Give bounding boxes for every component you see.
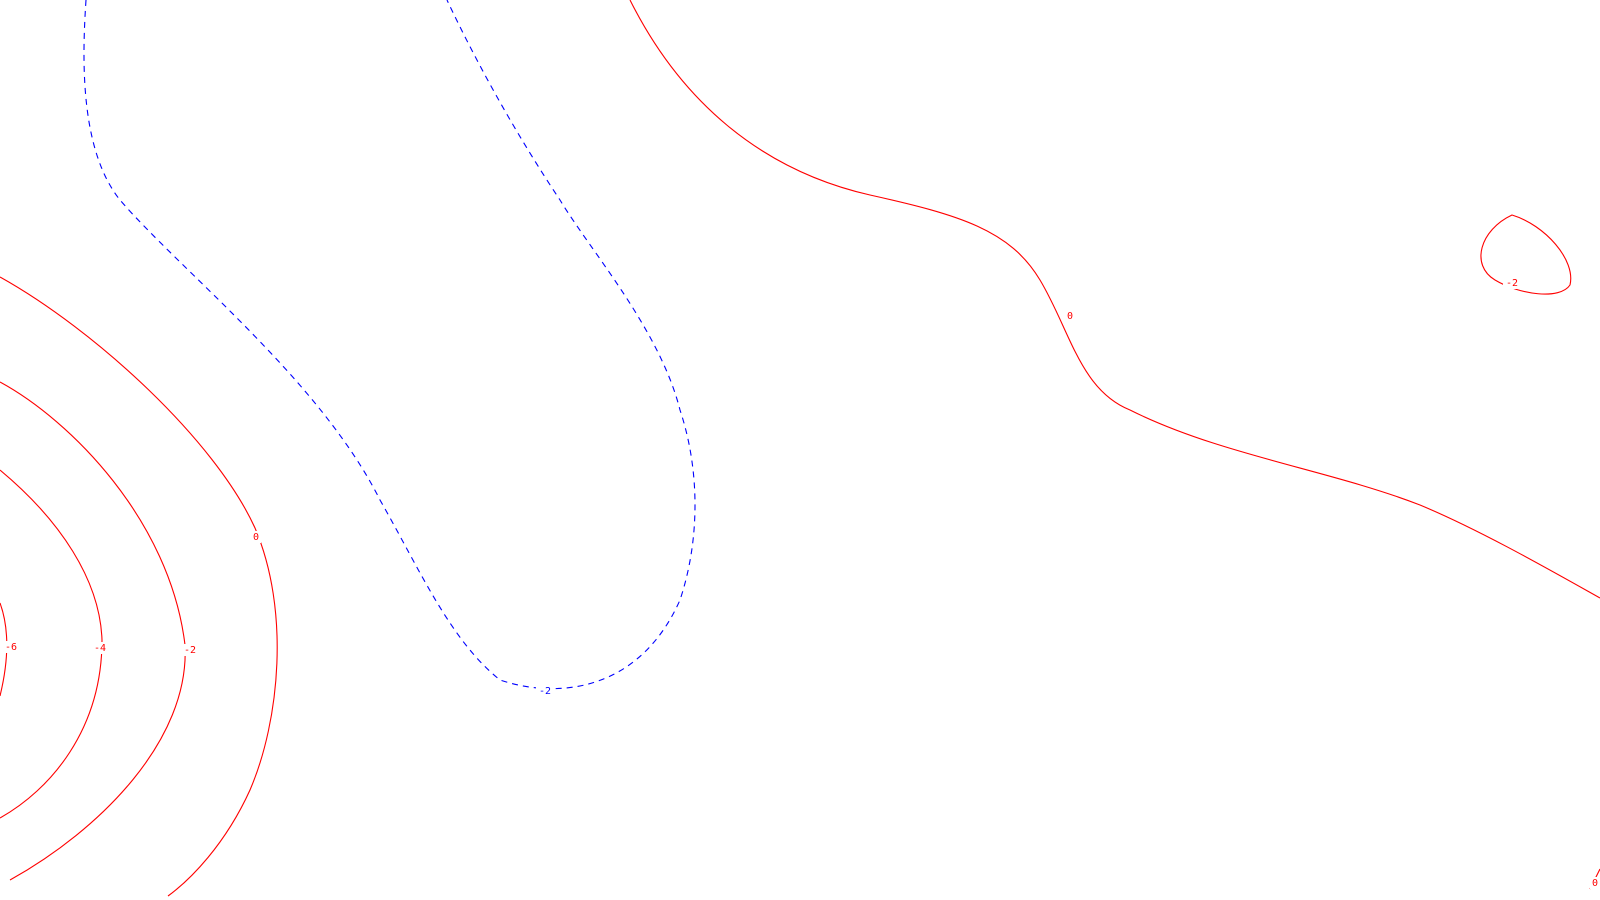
contour-loop-minus-2 [1480,214,1572,295]
contour-line-minus-2-dashed [83,0,696,690]
label-minus-2-dashed: -2 [536,685,554,697]
label-0-right: 0 [1065,310,1075,322]
label-minus-2-loop: -2 [1503,277,1521,289]
label-minus-2-left: -2 [182,644,198,656]
contour-line-0-right [629,0,1600,599]
label-minus-4-left: -4 [92,642,108,654]
svg-text:-2: -2 [1506,278,1518,289]
svg-text:0: 0 [253,532,259,543]
label-minus-6-left: -6 [3,641,19,653]
svg-text:0: 0 [1067,311,1073,322]
contour-line-0-left [0,276,278,897]
contour-line-minus-4-left [0,469,103,819]
labels: 0 -2 -4 -6 -2 0 -2 0 [3,277,1600,889]
svg-text:-6: -6 [5,642,17,653]
label-0-left: 0 [251,531,261,543]
label-0-corner: 0 [1590,877,1600,889]
svg-text:-2: -2 [184,645,196,656]
svg-text:-2: -2 [539,686,551,697]
contour-line-minus-2-left [0,381,186,881]
svg-text:-4: -4 [94,643,106,654]
svg-text:0: 0 [1592,878,1598,889]
